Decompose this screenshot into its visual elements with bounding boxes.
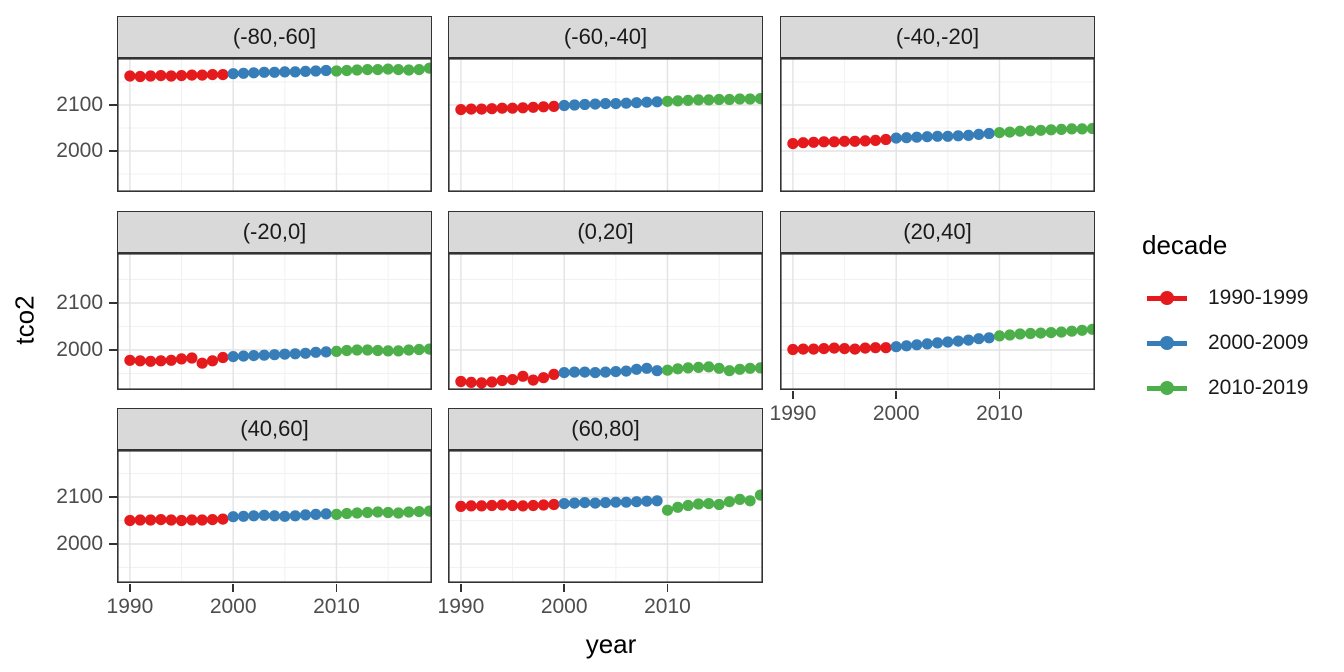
x-tick-mark [129,584,131,592]
series-2010-2019 [330,62,432,77]
series-2000-2009 [890,332,995,353]
legend-entry-label: 2010-2019 [1208,376,1309,399]
x-tick-label: 2000 [872,402,920,425]
facet-strip: (60,80] [448,408,763,450]
series-2010-2019 [661,489,763,516]
legend-key-dot-icon [1160,381,1174,395]
x-tick-label: 2010 [644,595,691,618]
legend-key-1990-1999 [1147,283,1187,313]
x-tick-label: 2010 [313,595,360,618]
series-1990-1999 [455,100,560,116]
legend-key-2010-2019 [1147,373,1187,403]
series-1990-1999 [124,513,229,527]
y-axis-title: tco2 [9,295,40,345]
x-tick-mark [998,391,1001,399]
legend-entry: 2000-2009 [1147,328,1308,358]
y-tick-label: 2000 [56,532,103,555]
facet-strip: (-60,-40] [448,16,763,58]
series-1990-1999 [124,351,229,369]
series-2000-2009 [558,495,663,510]
legend-key-dot-icon [1160,291,1174,305]
series-2000-2009 [227,508,332,523]
y-tick-label: 2100 [56,291,103,314]
x-tick-mark [335,584,338,592]
series-1990-1999 [455,368,560,389]
y-tick-mark [109,104,117,106]
facet-strip: (0,20] [448,211,763,253]
facet-plot-area [448,450,763,583]
series-2000-2009 [227,346,332,363]
series-1990-1999 [124,69,229,83]
series-2010-2019 [661,361,763,377]
facet-strip: (20,40] [780,211,1095,253]
series-1990-1999 [787,342,892,356]
x-tick-label: 2010 [976,402,1023,425]
facet-strip-label: (-40,-20] [895,24,980,49]
legend-key-dot-icon [1160,336,1174,350]
y-tick-label: 2000 [56,139,103,162]
facet-plot-area [780,58,1095,192]
x-tick-mark [895,391,897,399]
series-2010-2019 [330,343,432,357]
facet-plot-area [448,58,763,192]
x-tick-label: 2000 [540,595,588,618]
y-tick-mark [109,496,117,498]
y-tick-mark [109,349,117,351]
series-1990-1999 [787,133,892,150]
facet-strip: (40,60] [117,408,432,450]
series-2010-2019 [993,323,1095,342]
series-2000-2009 [890,127,995,144]
x-tick-mark [232,584,234,592]
facet-plot-area [117,253,432,390]
facet-plot-area [117,58,432,192]
facet-strip-label: (20,40] [903,219,972,244]
y-tick-mark [109,150,117,152]
facet-strip-label: (-80,-60] [232,24,317,49]
x-tick-mark [792,391,794,399]
facet-strip: (-20,0] [117,211,432,253]
facet-strip-label: (-60,-40] [563,24,648,49]
x-tick-label: 1990 [769,402,817,425]
facet-plot-area [780,253,1095,390]
y-tick-label: 2100 [56,485,103,508]
facet-strip-label: (0,20] [577,219,634,244]
x-axis-title: year [585,629,637,659]
y-tick-label: 2100 [56,93,103,116]
facet-strip: (-40,-20] [780,16,1095,58]
legend-title: decade [1142,230,1228,260]
y-tick-mark [109,543,117,545]
facet-strip-label: (-20,0] [242,219,307,244]
x-tick-mark [460,584,462,592]
x-tick-label: 1990 [437,595,485,618]
facet-plot-area [448,253,763,390]
series-2000-2009 [558,96,663,112]
facet-strip: (-80,-60] [117,16,432,58]
x-tick-mark [666,584,669,592]
legend-entry-label: 1990-1999 [1208,286,1309,309]
x-tick-label: 2000 [209,595,257,618]
series-2010-2019 [661,93,763,107]
facet-strip-label: (40,60] [240,416,309,441]
series-1990-1999 [455,498,560,512]
facet-strip-label: (60,80] [571,416,640,441]
legend-entry: 2010-2019 [1147,373,1308,403]
series-2000-2009 [558,362,663,379]
series-2010-2019 [993,122,1095,139]
facet-plot-area [117,450,432,583]
x-tick-mark [563,584,565,592]
legend-entry-label: 2000-2009 [1208,331,1309,354]
series-2000-2009 [227,64,332,80]
series-2010-2019 [330,505,432,520]
y-tick-mark [109,302,117,304]
y-tick-label: 2000 [56,338,103,361]
legend-key-2000-2009 [1147,328,1187,358]
legend-entry: 1990-1999 [1147,283,1308,313]
x-tick-label: 1990 [106,595,154,618]
